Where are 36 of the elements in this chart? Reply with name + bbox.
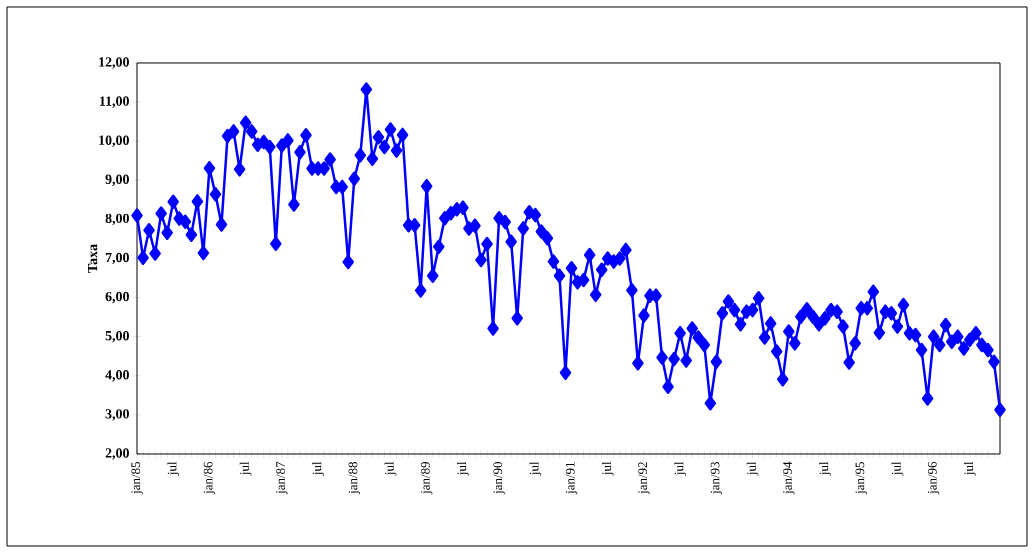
x-tick-label: jan/90 [493, 461, 505, 495]
x-tick-label: jan/86 [203, 461, 216, 495]
y-tick-label: 12,00 [99, 57, 129, 69]
y-tick-label: 2,00 [105, 448, 129, 460]
x-tick-label: jul [819, 461, 831, 476]
x-tick-label: jul [529, 461, 542, 476]
x-tick-label: jul [746, 461, 759, 476]
y-axis-title: Taxa [87, 244, 98, 273]
x-tick-label: jul [312, 461, 324, 476]
y-tick-label: 5,00 [105, 330, 129, 343]
y-tick-label: 3,00 [105, 409, 129, 421]
x-tick-label: jan/88 [348, 461, 360, 495]
x-tick-label: jul [239, 461, 252, 476]
y-tick-label: 11,00 [100, 96, 129, 108]
x-tick-label: jan/94 [783, 461, 795, 495]
y-tick-label: 4,00 [105, 370, 129, 382]
x-tick-label: jan/89 [421, 462, 433, 495]
x-tick-label: jul [384, 461, 397, 476]
x-tick-label: jan/85 [131, 462, 143, 495]
x-tick-label: jul [891, 461, 904, 476]
x-tick-label: jul [674, 461, 687, 476]
x-tick-label: jan/93 [710, 462, 723, 495]
x-tick-label: jan/87 [276, 461, 288, 495]
y-tick-label: 10,00 [99, 135, 129, 147]
x-tick-label: jul [457, 461, 469, 476]
x-tick-label: jan/92 [638, 462, 650, 495]
y-tick-label: 7,00 [105, 252, 129, 265]
x-tick-label: jan/96 [927, 461, 940, 495]
x-tick-label: jan/95 [855, 462, 867, 495]
x-tick-label: jul [167, 461, 180, 476]
y-tick-label: 9,00 [105, 174, 129, 186]
y-tick-label: 6,00 [105, 291, 129, 304]
x-tick-label: jul [601, 461, 614, 476]
x-tick-label: jul [963, 461, 976, 476]
y-tick-label: 8,00 [105, 213, 129, 226]
x-tick-label: jan/91 [565, 462, 578, 495]
